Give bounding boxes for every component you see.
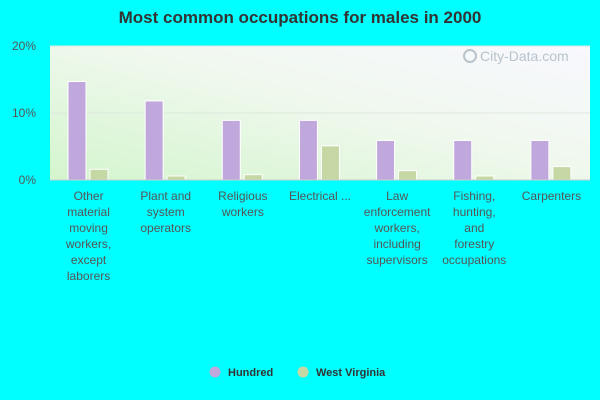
x-category-label: Other material moving workers, except laborer…	[65, 189, 111, 283]
bar-west-virginia[interactable]	[398, 170, 418, 181]
x-category-label: Fishing, hunting, and forestry occupations	[442, 189, 506, 267]
bar-hundred[interactable]	[144, 100, 164, 181]
x-category-label: Religious workers	[218, 189, 267, 219]
bar-west-virginia[interactable]	[552, 166, 572, 181]
watermark: City-Data.com	[463, 48, 569, 64]
bar-hundred[interactable]	[298, 119, 318, 181]
legend-label: Hundred	[228, 367, 273, 379]
y-tick-label: 10%	[12, 106, 36, 120]
watermark-text: City-Data.com	[480, 48, 569, 64]
legend-swatch	[297, 366, 309, 378]
y-tick-label: 20%	[12, 39, 36, 53]
bar-hundred[interactable]	[221, 119, 241, 181]
legend-label: West Virginia	[316, 367, 386, 379]
chart-title: Most common occupations for males in 200…	[118, 8, 482, 27]
x-category-label: Law enforcement workers, including superviso…	[364, 189, 431, 267]
bar-west-virginia[interactable]	[320, 145, 340, 181]
bar-hundred[interactable]	[376, 139, 396, 181]
bar-hundred[interactable]	[530, 139, 550, 181]
legend-swatch	[209, 366, 221, 378]
bar-west-virginia[interactable]	[475, 175, 495, 181]
x-category-label: Carpenters	[522, 189, 581, 203]
bar-west-virginia[interactable]	[166, 175, 186, 181]
watermark-icon	[463, 49, 477, 63]
bar-hundred[interactable]	[453, 139, 473, 181]
bar-west-virginia[interactable]	[89, 168, 109, 181]
x-category-label: Plant and system operators	[140, 189, 191, 235]
bar-hundred[interactable]	[67, 81, 87, 181]
bar-west-virginia[interactable]	[243, 174, 263, 181]
x-category-label: Electrical ...	[289, 189, 351, 203]
y-tick-label: 0%	[19, 173, 37, 187]
